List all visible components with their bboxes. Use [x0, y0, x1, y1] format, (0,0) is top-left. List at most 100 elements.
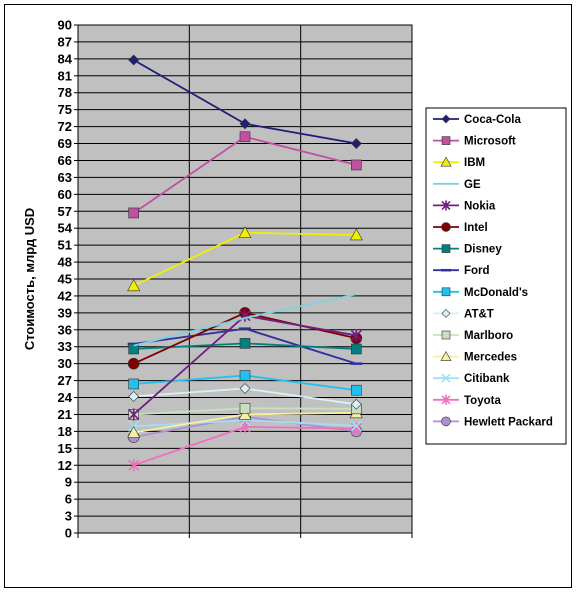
legend-label: Coca-Cola [464, 114, 521, 126]
y-tick-label: 51 [58, 238, 72, 253]
legend-entry: Hewlett Packard [433, 416, 553, 428]
y-tick-label: 87 [58, 34, 72, 49]
y-tick-label: 57 [58, 204, 72, 219]
y-tick-label: 21 [58, 407, 72, 422]
legend-label: IBM [464, 157, 485, 169]
series [128, 383, 362, 410]
legend-label: Mercedes [464, 352, 517, 364]
legend-label: Intel [464, 222, 488, 234]
data-point [239, 402, 251, 414]
legend-entry: Microsoft [433, 136, 516, 148]
legend-label: Toyota [464, 395, 501, 407]
y-tick-label: 27 [58, 373, 72, 388]
data-point [127, 425, 141, 438]
y-tick-label: 48 [58, 255, 72, 270]
legend-entry: Citibank [433, 373, 510, 385]
data-point [239, 370, 251, 381]
legend-entry: Marlboro [433, 330, 513, 342]
series [128, 54, 362, 149]
series [133, 293, 357, 347]
data-point [441, 200, 451, 211]
legend-entry: McDonald's [433, 287, 528, 299]
legend-label: AT&T [464, 308, 494, 320]
data-point [239, 383, 251, 394]
y-tick-label: 36 [58, 322, 72, 337]
data-point [441, 222, 451, 232]
y-tick-label: 3 [65, 509, 72, 524]
data-point [238, 407, 252, 420]
data-point [349, 228, 363, 241]
data-point [128, 378, 139, 390]
legend-label: Hewlett Packard [464, 416, 553, 428]
data-point [350, 398, 362, 410]
data-point [128, 459, 140, 472]
y-tick-label: 75 [58, 102, 72, 117]
legend-label: McDonald's [464, 287, 528, 299]
y-tick-label: 66 [58, 153, 72, 168]
gridlines [78, 24, 412, 534]
legend-entry: Toyota [433, 395, 501, 407]
legend-entry: Coca-Cola [433, 114, 521, 126]
y-tick-label: 24 [58, 390, 73, 405]
data-point [128, 343, 139, 355]
y-tick-label: 33 [58, 339, 72, 354]
y-tick-label: 6 [65, 492, 72, 507]
data-point [441, 287, 451, 297]
data-point [127, 279, 141, 292]
data-point [239, 131, 251, 143]
legend-entry: Nokia [433, 200, 496, 212]
data-point [350, 329, 362, 342]
data-point [441, 373, 451, 383]
data-point [128, 408, 140, 421]
legend-entry: AT&T [433, 308, 494, 320]
legend-entry: Disney [433, 244, 502, 256]
data-point [440, 350, 452, 361]
y-tick-label: 42 [58, 288, 72, 303]
y-tick-label: 54 [58, 221, 73, 236]
data-point [128, 390, 140, 402]
data-point [441, 330, 451, 340]
data-point [441, 394, 451, 405]
y-tick-label: 12 [58, 458, 72, 473]
data-point [351, 384, 362, 396]
legend-label: Ford [464, 265, 490, 277]
y-tick-label: 69 [58, 136, 72, 151]
y-tick-label: 84 [58, 51, 73, 66]
legend-entry: Mercedes [433, 350, 517, 364]
legend-label: Disney [464, 244, 502, 256]
y-tick-label: 18 [58, 424, 72, 439]
y-tick-label: 9 [65, 475, 72, 490]
legend-label: Microsoft [464, 136, 516, 148]
legend-label: Marlboro [464, 330, 513, 342]
series [128, 420, 362, 472]
y-tick-label: 39 [58, 305, 72, 320]
y-tick-label: 0 [65, 526, 72, 541]
data-point [128, 207, 139, 219]
y-tick-label: 78 [58, 85, 72, 100]
series [127, 226, 363, 292]
y-tick-label: 30 [58, 356, 72, 371]
y-tick-label: 81 [58, 68, 72, 83]
y-tick-label: 15 [58, 441, 72, 456]
data-point [441, 416, 451, 427]
series [128, 309, 362, 421]
series [128, 131, 362, 219]
data-point [350, 420, 362, 432]
y-axis-label: Стоимость, млрд USD [22, 208, 37, 350]
series-layer [127, 54, 363, 472]
data-point [441, 136, 451, 145]
data-point [441, 244, 451, 253]
data-point [238, 226, 252, 239]
legend: Coca-Cola Microsoft IBM GE Nokia Intel Disney F… [425, 107, 567, 445]
series-line [133, 293, 357, 347]
data-point [441, 114, 451, 124]
legend-entry: IBM [433, 156, 485, 169]
y-tick-label: 60 [58, 187, 72, 202]
data-point [128, 54, 140, 66]
data-point [440, 156, 452, 167]
legend-label: GE [464, 179, 481, 191]
data-point [350, 138, 362, 149]
data-point [441, 308, 451, 318]
y-tick-label: 72 [58, 119, 72, 134]
legend-entry: Ford [433, 265, 490, 277]
